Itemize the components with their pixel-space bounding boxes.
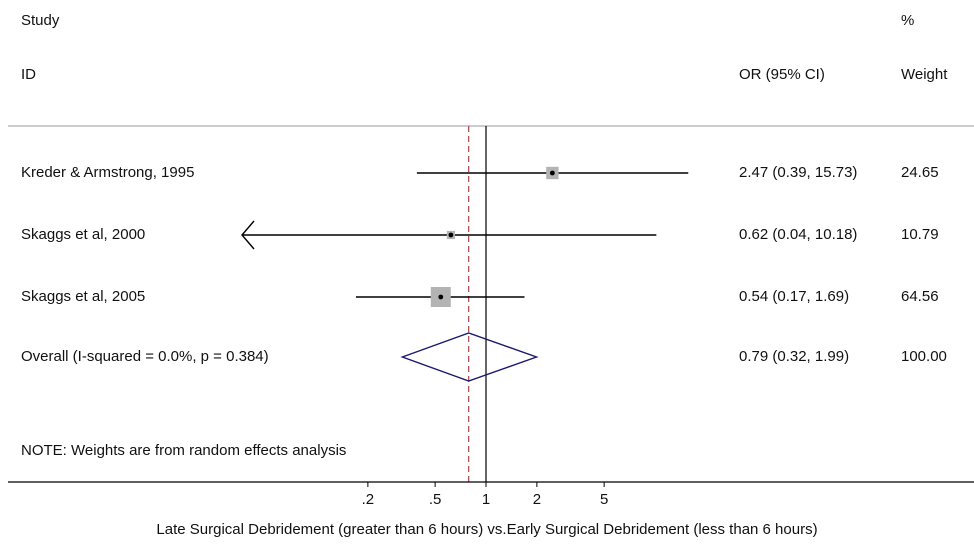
id-header: ID <box>21 66 36 83</box>
x-tick-label: 1 <box>482 491 490 508</box>
study-label: Skaggs et al, 2005 <box>21 288 146 305</box>
truncation-arrow <box>241 220 255 250</box>
study-weight: 24.65 <box>901 164 939 181</box>
x-tick-label: .2 <box>362 491 375 508</box>
study-or-ci: 2.47 (0.39, 15.73) <box>739 164 858 181</box>
percent-header: % <box>901 12 915 29</box>
or-ci-header: OR (95% CI) <box>739 66 825 83</box>
study-or-ci: 0.54 (0.17, 1.69) <box>739 288 850 305</box>
point-estimate <box>438 294 444 300</box>
study-label: Skaggs et al, 2000 <box>21 226 146 243</box>
overall-label: Overall (I-squared = 0.0%, p = 0.384) <box>21 348 269 365</box>
weights-note: NOTE: Weights are from random effects an… <box>21 442 347 459</box>
study-weight: 10.79 <box>901 226 939 243</box>
overall-diamond <box>400 332 539 382</box>
overall-weight: 100.00 <box>901 348 947 365</box>
x-axis-label: Late Surgical Debridement (greater than … <box>156 521 818 538</box>
study-or-ci: 0.62 (0.04, 10.18) <box>739 226 858 243</box>
study-weight: 64.56 <box>901 288 939 305</box>
study-label: Kreder & Armstrong, 1995 <box>21 164 195 181</box>
overall-or-ci: 0.79 (0.32, 1.99) <box>739 348 850 365</box>
x-tick-label: .5 <box>429 491 442 508</box>
x-tick-label: 2 <box>533 491 541 508</box>
x-tick-label: 5 <box>600 491 608 508</box>
point-estimate <box>549 170 555 176</box>
study-header: Study <box>21 12 60 29</box>
weight-header: Weight <box>901 66 948 83</box>
point-estimate <box>448 232 454 238</box>
